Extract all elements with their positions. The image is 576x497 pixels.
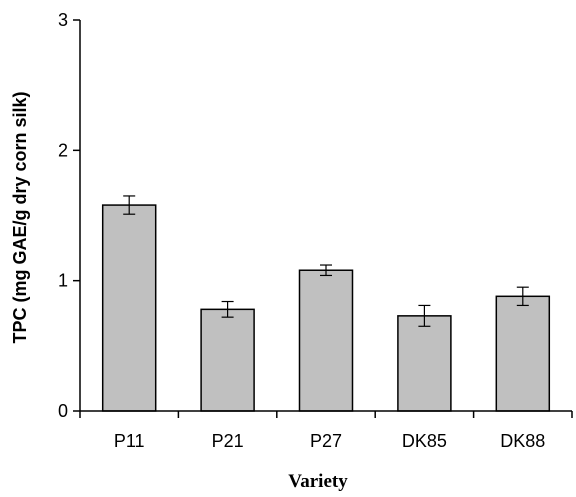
y-ticks-group: 0 1 2 3: [58, 10, 80, 421]
x-tick-label-p27: P27: [310, 431, 342, 451]
y-tick-label: 1: [58, 271, 68, 291]
y-axis-label: TPC (mg GAE/g dry corn silk): [10, 91, 30, 343]
error-bar-p11: [123, 195, 136, 215]
x-tick-label-p21: P21: [212, 431, 244, 451]
bar-p11: [101, 204, 157, 412]
y-tick-label: 3: [58, 10, 68, 30]
error-bar-p21: [221, 300, 234, 318]
error-bar-dk85: [418, 304, 431, 327]
error-bars-group: [123, 195, 529, 327]
x-tick-label-dk88: DK88: [500, 431, 545, 451]
error-bar-dk88: [516, 286, 529, 307]
bar-p21: [200, 308, 255, 412]
error-bar-p27: [320, 264, 332, 277]
x-ticks-group: P11 P21 P27 DK85 DK88: [79, 411, 573, 451]
x-axis-label: Variety: [288, 471, 348, 492]
y-tick-label: 2: [58, 140, 68, 160]
bar-p27: [298, 269, 354, 412]
bars-group: [101, 204, 551, 412]
bar-dk88: [495, 295, 551, 412]
bar-dk85: [397, 315, 452, 412]
x-tick-label-dk85: DK85: [402, 431, 447, 451]
y-tick-label: 0: [58, 401, 68, 421]
x-tick-label-p11: P11: [114, 431, 145, 451]
plot-area: 0 1 2 3 P11 P21 P27 DK85 DK88: [58, 10, 573, 451]
